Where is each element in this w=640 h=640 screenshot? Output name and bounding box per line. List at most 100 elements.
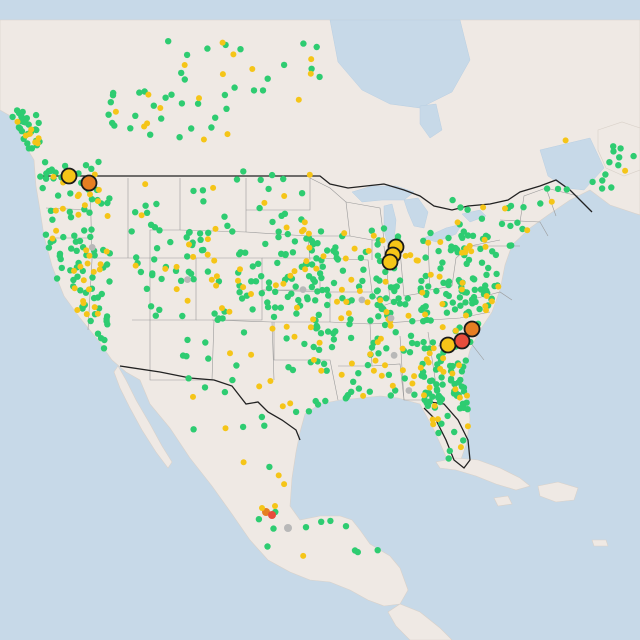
moderate-site-marker[interactable] [495,283,502,290]
good-site-marker[interactable] [151,256,158,263]
good-site-marker[interactable] [41,159,49,166]
good-site-marker[interactable] [79,305,86,312]
good-site-marker[interactable] [464,206,471,213]
moderate-site-marker[interactable] [224,131,231,138]
moderate-site-marker[interactable] [235,277,241,284]
good-site-marker[interactable] [202,339,209,346]
moderate-site-marker[interactable] [49,235,56,242]
good-site-marker[interactable] [433,287,440,295]
moderate-site-marker[interactable] [458,286,465,293]
moderate-site-marker[interactable] [622,167,629,174]
moderate-site-marker[interactable] [35,135,42,142]
good-site-marker[interactable] [272,288,279,295]
moderate-site-marker[interactable] [283,224,290,231]
good-site-marker[interactable] [445,455,452,462]
moderate-site-marker[interactable] [382,278,389,285]
good-site-marker[interactable] [610,148,617,155]
good-site-marker[interactable] [143,285,151,292]
good-site-marker[interactable] [165,38,172,45]
moderate-site-marker[interactable] [287,400,294,407]
good-site-marker[interactable] [300,40,307,47]
good-site-marker[interactable] [49,216,56,223]
good-site-marker[interactable] [426,377,434,385]
moderate-site-marker[interactable] [291,268,298,275]
good-site-marker[interactable] [289,249,297,256]
no-data-site-marker[interactable] [405,387,413,394]
good-site-marker[interactable] [364,361,372,369]
moderate-site-marker[interactable] [439,324,446,331]
moderate-site-marker[interactable] [334,298,340,305]
moderate-site-marker[interactable] [365,247,372,254]
moderate-site-marker[interactable] [86,252,93,259]
moderate-site-marker[interactable] [80,298,87,304]
good-site-marker[interactable] [332,244,339,251]
good-site-marker[interactable] [602,171,609,178]
moderate-site-marker[interactable] [71,267,77,274]
good-site-marker[interactable] [277,304,284,311]
good-site-marker[interactable] [445,234,452,242]
moderate-site-marker[interactable] [449,370,456,377]
good-site-marker[interactable] [74,273,81,280]
moderate-site-marker[interactable] [208,276,215,283]
good-site-marker[interactable] [250,87,258,94]
good-site-marker[interactable] [375,350,382,357]
good-site-marker[interactable] [598,185,606,192]
no-data-site-marker[interactable] [299,286,307,293]
good-site-marker[interactable] [259,87,267,94]
good-site-marker[interactable] [264,299,271,306]
good-site-marker[interactable] [314,288,321,295]
moderate-site-marker[interactable] [425,239,432,246]
moderate-site-marker[interactable] [430,421,437,428]
good-site-marker[interactable] [396,277,404,284]
good-site-marker[interactable] [258,413,266,421]
good-site-marker[interactable] [315,346,323,353]
good-site-marker[interactable] [422,303,429,310]
moderate-site-marker[interactable] [351,245,358,252]
moderate-site-marker[interactable] [302,266,309,273]
good-site-marker[interactable] [214,316,221,323]
good-site-marker[interactable] [88,165,95,172]
good-site-marker[interactable] [422,272,429,280]
moderate-site-marker[interactable] [454,219,461,226]
good-site-marker[interactable] [492,251,500,259]
good-site-marker[interactable] [537,200,544,207]
good-site-marker[interactable] [100,345,108,352]
moderate-site-marker[interactable] [275,472,282,479]
good-site-marker[interactable] [520,204,527,211]
good-site-marker[interactable] [32,111,40,119]
moderate-site-marker[interactable] [83,247,90,254]
good-site-marker[interactable] [194,100,202,107]
moderate-site-marker[interactable] [227,350,233,357]
good-site-marker[interactable] [42,231,50,238]
good-site-marker[interactable] [179,312,186,320]
good-site-marker[interactable] [483,271,490,278]
moderate-site-marker[interactable] [387,322,394,329]
good-site-marker[interactable] [317,330,325,337]
good-site-marker[interactable] [127,125,134,132]
unhealthy-for-sensitive-groups-highlighted-site-marker[interactable] [463,320,481,338]
good-site-marker[interactable] [342,395,349,402]
good-site-marker[interactable] [199,187,207,194]
good-site-marker[interactable] [142,202,149,209]
good-site-marker[interactable] [436,398,444,406]
moderate-site-marker[interactable] [313,265,320,272]
good-site-marker[interactable] [456,405,464,412]
good-site-marker[interactable] [152,312,159,319]
good-site-marker[interactable] [360,266,367,273]
good-site-marker[interactable] [563,186,570,193]
good-site-marker[interactable] [313,43,320,51]
good-site-marker[interactable] [375,313,382,320]
good-site-marker[interactable] [328,343,336,351]
good-site-marker[interactable] [378,305,385,313]
moderate-site-marker[interactable] [482,303,489,310]
good-site-marker[interactable] [359,277,366,285]
good-site-marker[interactable] [39,184,46,192]
good-site-marker[interactable] [233,362,240,369]
good-site-marker[interactable] [104,199,111,207]
good-site-marker[interactable] [33,126,40,134]
good-site-marker[interactable] [423,399,430,406]
good-site-marker[interactable] [278,250,285,257]
moderate-site-marker[interactable] [414,257,421,264]
good-site-marker[interactable] [312,397,319,405]
good-site-marker[interactable] [483,287,490,294]
